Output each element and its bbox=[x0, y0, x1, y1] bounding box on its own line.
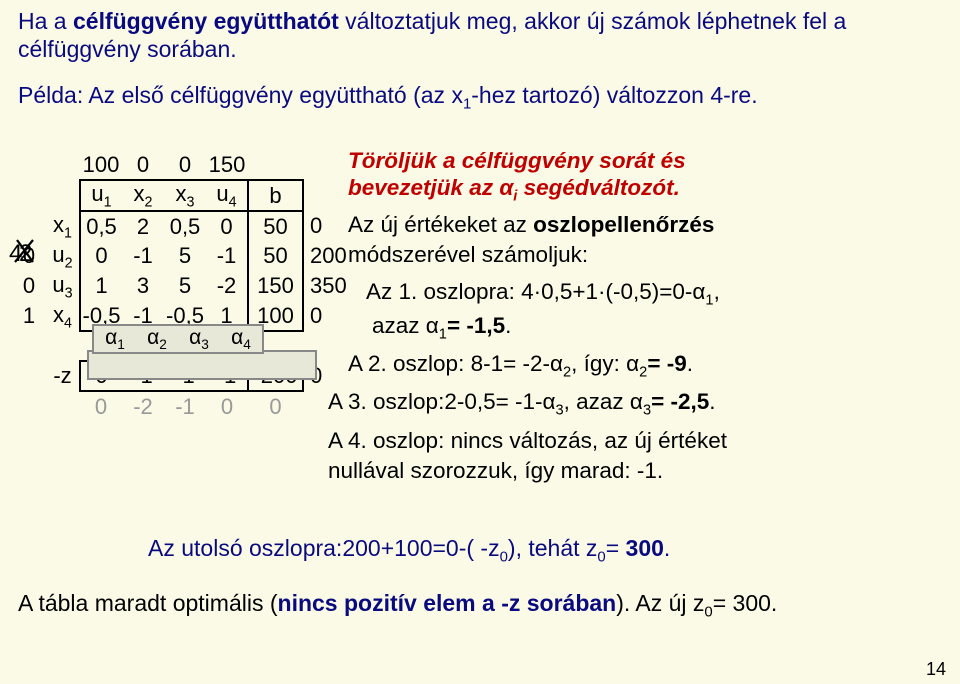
red-note: Töröljük a célfüggvény sorát és bevezetj… bbox=[348, 147, 686, 206]
last-column-note: Az utolsó oszlopra:200+100=0-( -z0), teh… bbox=[148, 535, 670, 566]
page-number: 14 bbox=[926, 659, 946, 680]
explanation-block: Az új értékeket az oszlopellenőrzés móds… bbox=[348, 210, 727, 486]
para-1: Ha a célfüggvény együtthatót változtatju… bbox=[18, 8, 960, 63]
para-2: Példa: Az első célfüggvény együttható (a… bbox=[18, 82, 758, 113]
alpha-overlay: α1 α2 α3 α4 bbox=[92, 324, 264, 354]
simplex-tableau: 100 0 0 150 u1 x2 x3 u4 b x1 0,5 2 0,5 0… bbox=[12, 150, 353, 421]
erase-overlay bbox=[87, 350, 317, 380]
conclusion: A tábla maradt optimális (nincs pozitív … bbox=[18, 590, 777, 621]
